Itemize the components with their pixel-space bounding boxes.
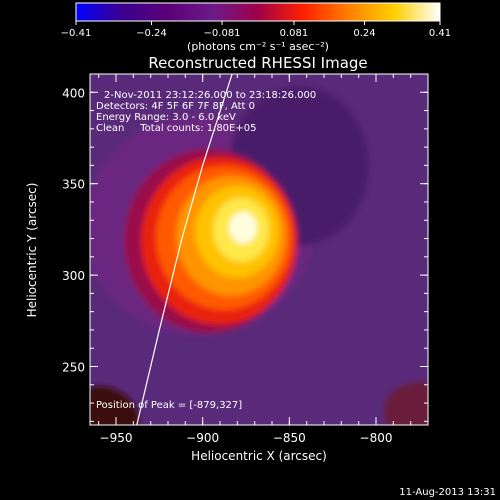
x-tick-label: −950 [100,431,133,445]
colorbar-tick-label: 0.41 [429,28,451,39]
plot-frame [89,73,429,426]
y-tick-label: 250 [62,361,85,375]
annotation-clean-counts: Clean Total counts: 1.80E+05 [96,123,256,134]
colorbar-units: (photons cm⁻² s⁻¹ asec⁻²) [187,40,329,53]
y-axis-label: Heliocentric Y (arcsec) [25,183,39,318]
colorbar-tick-label: 0.24 [353,28,375,39]
axis-ticks: −950 −900 −850 −800 250 300 350 400 [62,73,429,445]
background-region [90,386,139,425]
colorbar-ticks: −0.41 −0.24 −0.081 0.081 0.24 0.41 [61,21,451,39]
background-region [384,382,428,425]
colorbar-tick-label: −0.24 [136,28,167,39]
x-tick-label: −800 [360,431,393,445]
y-tick-label: 400 [62,86,85,100]
y-tick-label: 300 [62,269,85,283]
heatmap-plot [90,74,428,425]
peak-position-label: Position of Peak = [-879,327] [96,400,242,411]
annotation-detectors: Detectors: 4F 5F 6F 7F 8F, Att 0 [96,101,255,112]
annotation-time-range: 2-Nov-2011 23:12:26.000 to 23:18:26.000 [104,90,316,101]
colorbar-tick-label: −0.41 [61,28,92,39]
colorbar [75,2,441,22]
x-axis-label: Heliocentric X (arcsec) [191,449,327,463]
y-tick-label: 350 [62,178,85,192]
annotation-energy-range: Energy Range: 3.0 - 6.0 keV [96,112,236,123]
x-tick-label: −850 [273,431,306,445]
solar-limb-line [136,74,233,425]
footer-timestamp: 11-Aug-2013 13:31 [399,487,496,498]
colorbar-tick-label: −0.081 [204,28,241,39]
chart-title: Reconstructed RHESSI Image [148,54,367,72]
source-contour [229,211,258,244]
x-tick-label: −900 [186,431,219,445]
colorbar-tick-label: 0.081 [280,28,309,39]
